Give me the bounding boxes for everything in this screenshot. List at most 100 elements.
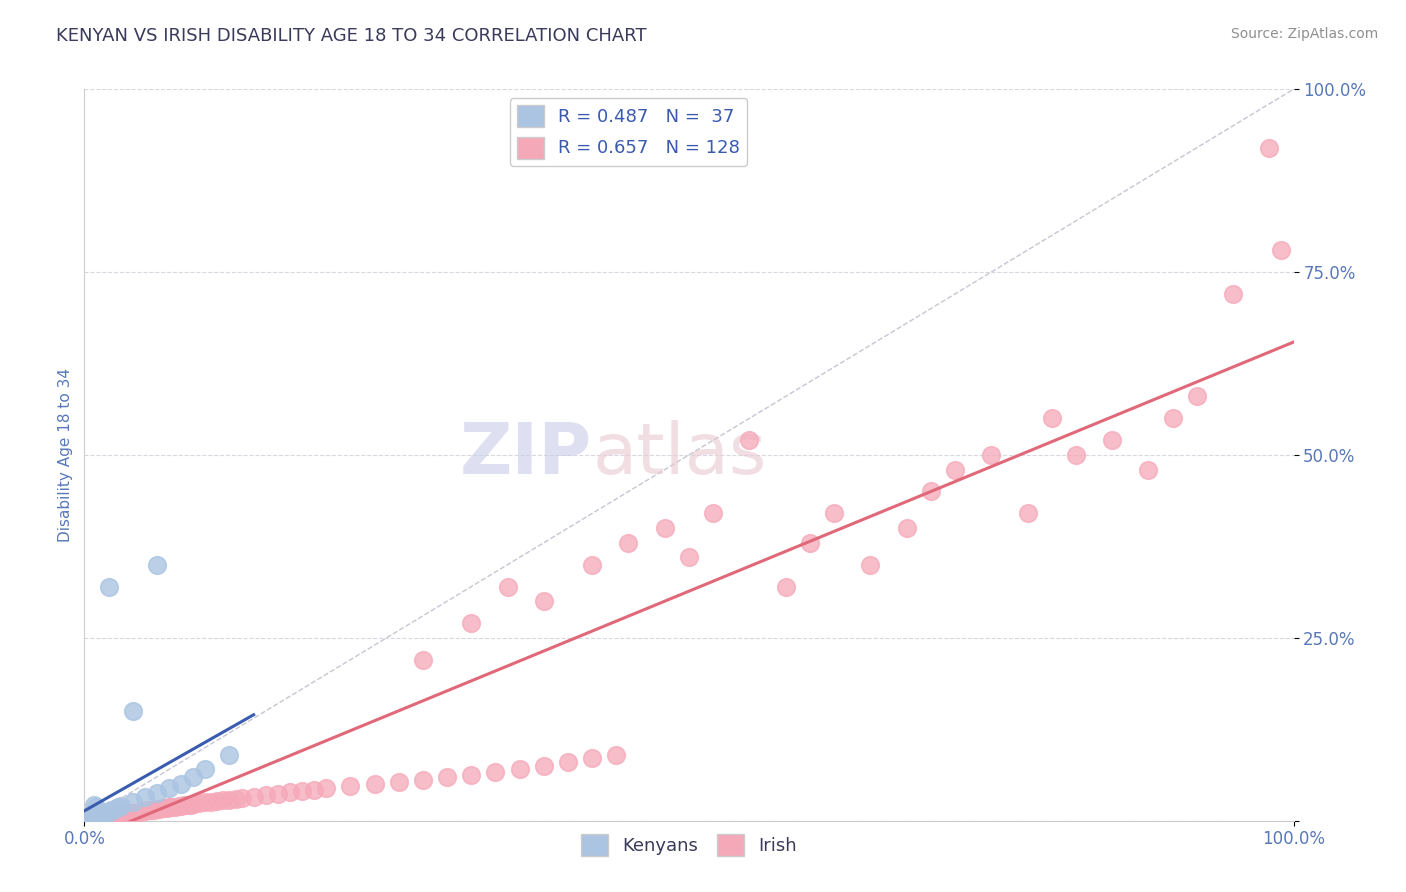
Point [77, 810, 100, 824]
Point [75, 812, 97, 826]
Point [581, 558, 603, 572]
Point [77, 812, 100, 826]
Point [79, 809, 101, 823]
Point [1258, 141, 1281, 155]
Point [114, 807, 136, 822]
Point [80, 812, 103, 826]
Point [91, 810, 114, 824]
Text: Source: ZipAtlas.com: Source: ZipAtlas.com [1230, 27, 1378, 41]
Point [218, 747, 240, 762]
Point [581, 751, 603, 765]
Point [110, 807, 132, 822]
Point [97, 808, 120, 822]
Point [138, 804, 160, 818]
Point [79, 811, 101, 825]
Point [93, 807, 115, 822]
Point [460, 767, 482, 781]
Point [1101, 434, 1123, 448]
Point [1222, 287, 1244, 301]
Point [76, 812, 98, 826]
Point [98, 809, 121, 823]
Point [165, 799, 187, 814]
Point [200, 795, 222, 809]
Point [82, 812, 104, 826]
Point [89, 810, 111, 824]
Point [157, 780, 180, 795]
Point [96, 809, 118, 823]
Point [388, 775, 411, 789]
Text: atlas: atlas [592, 420, 766, 490]
Point [84, 809, 107, 823]
Point [128, 805, 150, 819]
Point [254, 788, 277, 802]
Point [980, 448, 1002, 462]
Point [617, 535, 640, 549]
Point [121, 704, 143, 718]
Point [363, 777, 385, 791]
Point [121, 806, 143, 821]
Point [100, 804, 122, 818]
Point [799, 535, 821, 549]
Point [112, 807, 135, 822]
Point [131, 804, 153, 818]
Point [86, 810, 108, 824]
Point [176, 797, 198, 812]
Point [97, 580, 120, 594]
Point [87, 811, 110, 825]
Point [605, 747, 627, 762]
Point [160, 799, 183, 814]
Point [207, 794, 229, 808]
Point [157, 800, 180, 814]
Point [103, 809, 125, 823]
Point [146, 786, 169, 800]
Point [77, 811, 100, 825]
Point [97, 805, 120, 819]
Point [1064, 448, 1087, 462]
Point [225, 791, 247, 805]
Point [112, 807, 135, 822]
Point [242, 789, 264, 804]
Point [155, 801, 177, 815]
Point [134, 790, 156, 805]
Point [181, 797, 204, 811]
Point [170, 799, 193, 814]
Point [82, 811, 104, 825]
Point [77, 811, 100, 825]
Text: ZIP: ZIP [460, 420, 592, 490]
Point [101, 808, 124, 822]
Point [117, 806, 139, 821]
Point [267, 787, 290, 801]
Point [339, 779, 361, 793]
Point [896, 521, 918, 535]
Point [75, 812, 97, 826]
Legend: Kenyans, Irish: Kenyans, Irish [574, 826, 804, 863]
Point [82, 809, 104, 823]
Point [94, 806, 117, 821]
Point [94, 809, 117, 823]
Point [77, 812, 100, 826]
Point [75, 811, 97, 825]
Point [80, 810, 103, 824]
Point [484, 764, 506, 779]
Point [1040, 411, 1063, 425]
Point [134, 804, 156, 818]
Point [533, 594, 555, 608]
Point [678, 550, 700, 565]
Point [859, 558, 882, 572]
Point [823, 507, 845, 521]
Point [170, 777, 193, 791]
Point [654, 521, 676, 535]
Point [148, 802, 170, 816]
Point [315, 781, 337, 796]
Point [104, 802, 127, 816]
Point [231, 791, 253, 805]
Point [436, 770, 458, 784]
Point [86, 808, 108, 822]
Point [129, 805, 152, 819]
Point [180, 797, 202, 812]
Point [291, 784, 314, 798]
Point [83, 797, 105, 812]
Point [84, 811, 107, 825]
Point [107, 800, 129, 814]
Point [107, 807, 129, 822]
